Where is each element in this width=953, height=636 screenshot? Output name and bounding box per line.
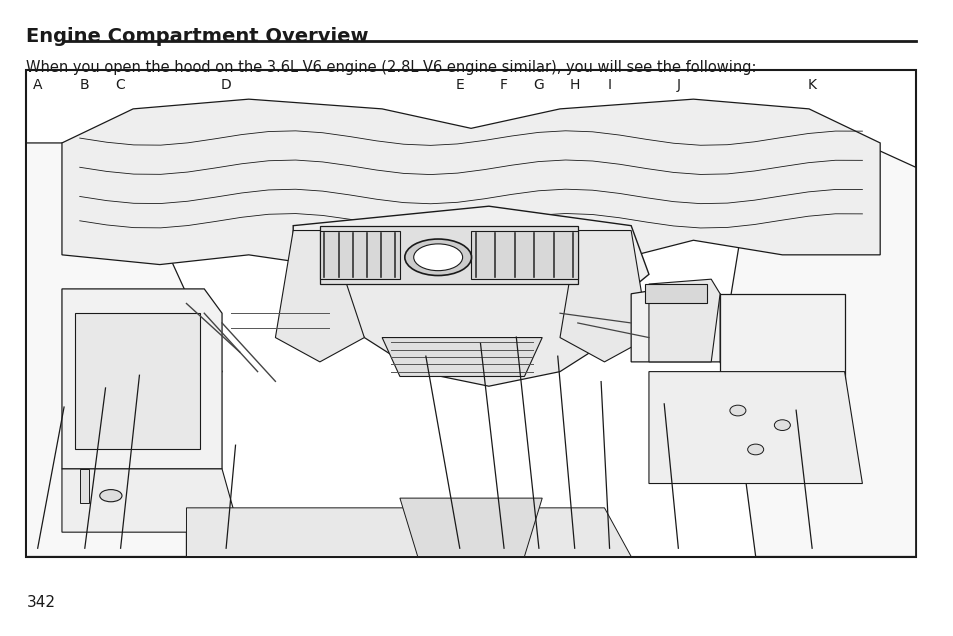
Bar [27,70,915,556]
Polygon shape [720,143,915,556]
Text: Engine Compartment Overview: Engine Compartment Overview [27,27,369,46]
Text: A: A [33,78,42,92]
Polygon shape [293,206,648,289]
Polygon shape [329,284,631,386]
Polygon shape [399,498,541,556]
Bar [644,284,706,303]
Polygon shape [27,143,222,556]
Polygon shape [319,230,399,279]
Text: J: J [676,78,679,92]
Text: F: F [499,78,508,92]
Text: I: I [607,78,611,92]
Polygon shape [382,338,541,377]
Polygon shape [186,508,631,556]
Polygon shape [648,279,720,362]
Polygon shape [75,314,199,450]
Text: C: C [115,78,126,92]
Text: D: D [220,78,232,92]
Polygon shape [471,230,578,279]
Polygon shape [559,230,648,362]
Polygon shape [648,371,862,483]
Polygon shape [62,469,239,532]
Ellipse shape [404,239,471,275]
Ellipse shape [100,490,122,502]
Text: G: G [533,78,544,92]
Text: B: B [80,78,90,92]
Text: When you open the hood on the 3.6L V6 engine (2.8L V6 engine similar), you will : When you open the hood on the 3.6L V6 en… [27,60,756,76]
Ellipse shape [747,444,763,455]
Ellipse shape [414,244,462,271]
Polygon shape [319,226,578,284]
Ellipse shape [729,405,745,416]
Ellipse shape [774,420,789,431]
Text: K: K [807,78,816,92]
Polygon shape [275,230,364,362]
Bar [80,469,89,503]
Text: H: H [569,78,579,92]
Polygon shape [62,99,880,274]
Polygon shape [62,289,222,469]
Polygon shape [631,284,720,362]
Text: E: E [455,78,464,92]
Polygon shape [720,294,843,420]
Text: 342: 342 [27,595,55,610]
